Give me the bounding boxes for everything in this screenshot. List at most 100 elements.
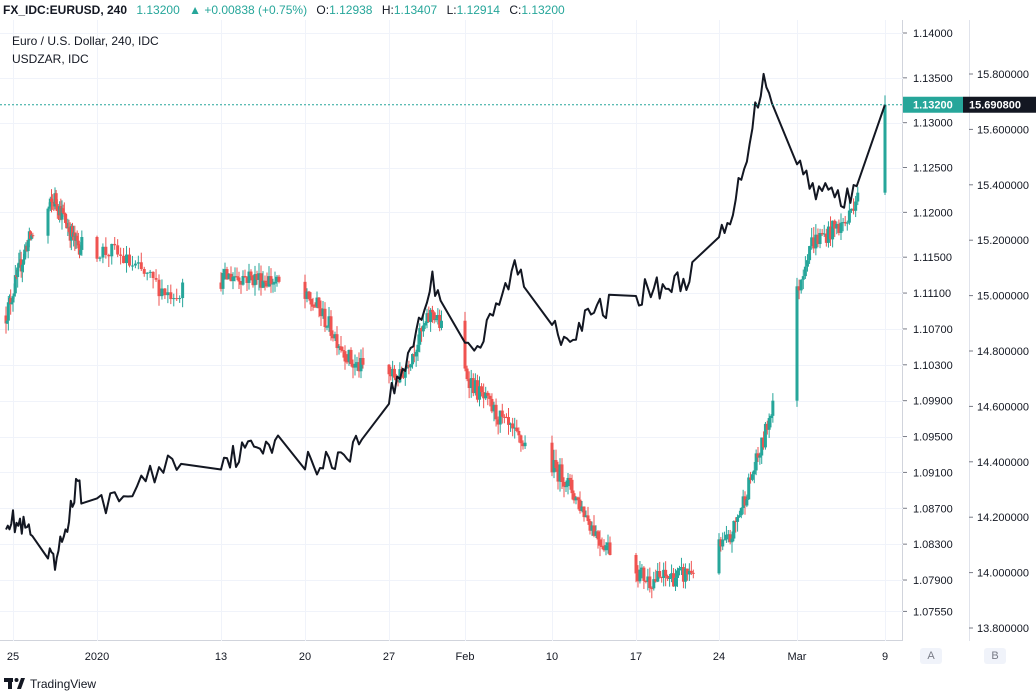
candle-up <box>760 437 764 456</box>
eurusd-tick-label: 1.14000 <box>913 28 953 40</box>
candle-up <box>818 233 822 245</box>
chart-plot-area[interactable] <box>0 20 903 641</box>
candle-up <box>847 210 851 223</box>
symbol-name[interactable]: FX_IDC:EURUSD, 240 <box>3 3 128 17</box>
usdzar-tick-label: 14.200000 <box>977 512 1029 524</box>
usdzar-tick-label: 15.200000 <box>977 235 1029 247</box>
candle-down <box>467 379 471 389</box>
candle-down <box>67 227 71 232</box>
candle-down <box>756 453 760 458</box>
brand-footer[interactable]: TradingView <box>4 674 96 694</box>
low-value: 1.12914 <box>456 3 500 17</box>
candle-up <box>594 531 598 536</box>
candle-up <box>439 320 443 328</box>
candle-down <box>351 363 355 368</box>
candle-down <box>427 313 431 322</box>
price-axes-svg[interactable]: 1.14000 1.13500 1.13000 1.12500 1.12000 1.115… <box>903 20 1036 641</box>
candle-down <box>64 213 67 223</box>
candle-down <box>486 392 490 396</box>
candle-down <box>636 573 640 582</box>
candle-down <box>31 235 35 237</box>
candle-up <box>60 208 64 220</box>
usdzar-tick-label: 15.000000 <box>977 291 1029 303</box>
candle-down <box>65 222 69 229</box>
time-tick-label: 2020 <box>85 651 109 663</box>
candle-down <box>504 416 508 418</box>
candle-up <box>337 346 341 349</box>
candle-down <box>154 277 158 280</box>
open-value: 1.12938 <box>329 3 373 17</box>
candle-up <box>253 274 257 286</box>
candle-down <box>672 573 676 587</box>
eurusd-current-label: 1.13200 <box>913 100 953 112</box>
time-axis[interactable]: 25 2020 13 20 27 Feb 10 17 24 Mar 9 <box>0 641 1036 670</box>
candle-up <box>469 378 473 389</box>
eurusd-tick-label: 1.13000 <box>913 118 953 130</box>
candle-down <box>277 276 281 282</box>
candle-down <box>255 274 259 280</box>
candle-up <box>46 208 50 236</box>
candle-up <box>580 506 584 511</box>
candle-down <box>600 545 604 547</box>
chart-svg[interactable] <box>0 20 903 641</box>
candle-down <box>502 416 506 418</box>
candle-down <box>265 282 269 287</box>
candle-up <box>513 427 517 429</box>
candle-up <box>418 328 422 345</box>
candle-up <box>732 520 736 539</box>
candle-up <box>683 568 687 582</box>
candle-down <box>323 308 327 328</box>
candle-down <box>691 572 695 574</box>
candle-up <box>736 516 740 522</box>
candle-up <box>498 410 502 425</box>
candle-up <box>353 363 357 368</box>
candle-up <box>739 507 743 516</box>
time-tick-label: 9 <box>882 651 888 663</box>
candle-up <box>172 298 176 300</box>
candle-up <box>145 272 149 274</box>
high-value: 1.13407 <box>393 3 438 17</box>
candle-down <box>251 275 255 286</box>
candle-up <box>677 568 681 571</box>
candle-down <box>407 364 411 368</box>
candle-down <box>749 477 753 480</box>
eurusd-tick-label: 1.07550 <box>913 606 953 618</box>
axis-b-button[interactable]: B <box>984 648 1006 664</box>
candle-down <box>592 525 596 536</box>
candle-down <box>820 233 824 235</box>
eurusd-tick-label: 1.12500 <box>913 163 953 175</box>
eurusd-tick-label: 1.12000 <box>913 207 953 219</box>
usdzar-tick-label: 15.800000 <box>977 69 1029 81</box>
eurusd-tick-label: 1.09500 <box>913 432 953 444</box>
candle-up <box>604 545 608 551</box>
legend-overlay-series[interactable]: USDZAR, IDC <box>12 52 89 66</box>
candle-up <box>30 235 34 239</box>
time-axis-svg[interactable]: 25 2020 13 20 27 Feb 10 17 24 Mar 9 <box>0 641 903 670</box>
candle-down <box>55 204 59 212</box>
candle-up <box>403 368 407 378</box>
eurusd-tick-label: 1.11500 <box>913 252 952 264</box>
legend-main-series[interactable]: Euro / U.S. Dollar, 240, IDC <box>12 34 159 48</box>
candle-down <box>263 280 267 283</box>
candle-down <box>562 481 566 487</box>
eurusd-tick-label: 1.08700 <box>913 503 953 515</box>
candle-up <box>5 320 9 324</box>
candle-down <box>572 493 576 501</box>
candle-up <box>133 263 137 266</box>
candle-down <box>54 193 58 205</box>
candle-up <box>13 275 17 294</box>
candle-down <box>396 380 400 383</box>
candle-down <box>521 443 525 447</box>
axis-a-button[interactable]: A <box>920 648 942 664</box>
candle-up <box>730 538 734 543</box>
candle-up <box>646 576 650 582</box>
candle-up <box>275 276 279 282</box>
candle-down <box>139 262 143 270</box>
candle-down <box>500 410 504 417</box>
candle-down <box>598 539 602 546</box>
candle-down <box>596 531 600 540</box>
candle-up <box>178 298 182 300</box>
candle-down <box>816 234 820 245</box>
price-axes[interactable]: 1.14000 1.13500 1.13000 1.12500 1.12000 1.115… <box>903 20 1036 641</box>
